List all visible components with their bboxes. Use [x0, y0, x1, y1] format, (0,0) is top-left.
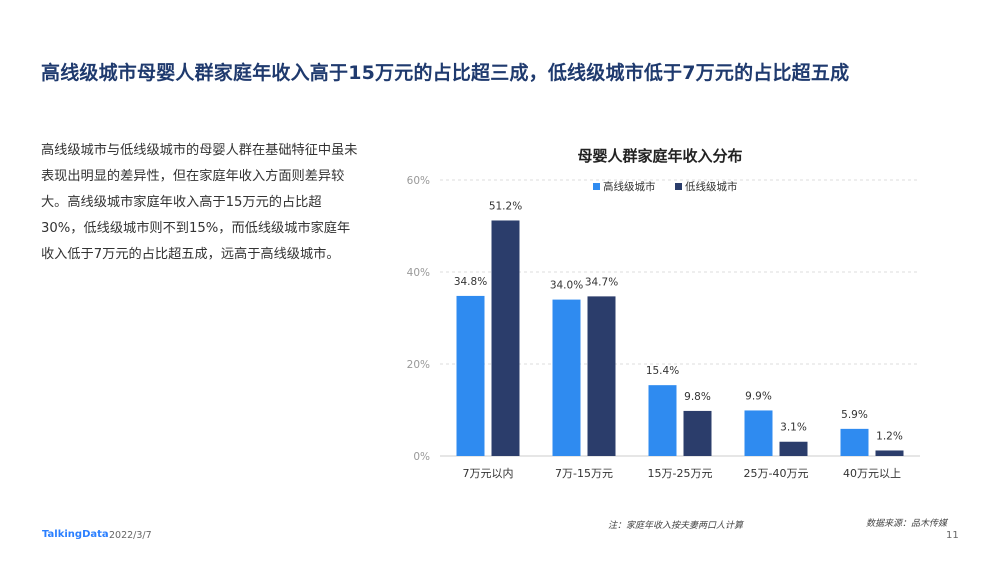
report-date: 2022/3/7 [109, 530, 152, 541]
y-tick-label: 20% [407, 359, 430, 371]
bar-low-tier [875, 450, 904, 456]
legend-swatch-low-tier [675, 183, 682, 190]
y-tick-label: 40% [407, 267, 430, 279]
bar-low-tier [779, 441, 808, 456]
summary-text: 高线级城市与低线级城市的母婴人群在基础特征中虽未表现出明显的差异性，但在家庭年收… [41, 143, 358, 262]
x-tick-label: 40万元以上 [843, 467, 901, 480]
data-label: 1.2% [876, 430, 903, 442]
data-source: 数据来源：品木传媒 [866, 519, 948, 529]
chart-title: 母婴人群家庭年收入分布 [577, 147, 742, 165]
income-bar-chart: 母婴人群家庭年收入分布 高线级城市 低线级城市 0% 20% 40% 60% 34.8… [407, 147, 920, 480]
x-tick-label: 25万-40万元 [744, 467, 809, 480]
x-tick-label: 15万-25万元 [648, 467, 713, 480]
data-label: 9.9% [745, 390, 772, 402]
footnote: 注：家庭年收入按夫妻两口人计算 [608, 521, 744, 531]
page-number: 11 [946, 530, 959, 541]
y-tick-label: 60% [407, 175, 430, 187]
bar-low-tier [491, 220, 520, 456]
page-title: 高线级城市母婴人群家庭年收入高于15万元的占比超三成，低线级城市低于7万元的占比… [41, 62, 850, 84]
data-label: 15.4% [646, 365, 679, 377]
brand-logo: TalkingData [42, 529, 109, 540]
bar-high-tier [456, 295, 485, 456]
legend-label-low-tier: 低线级城市 [685, 180, 738, 193]
bar-high-tier [744, 410, 773, 456]
bar-high-tier [648, 385, 677, 456]
bar-high-tier [840, 428, 869, 456]
legend-label-high-tier: 高线级城市 [603, 180, 656, 193]
x-tick-label: 7万元以内 [463, 466, 514, 480]
legend-swatch-high-tier [593, 183, 600, 190]
bar-high-tier [552, 299, 581, 456]
data-label: 3.1% [780, 422, 807, 434]
bar-low-tier [587, 296, 616, 456]
chart-legend: 高线级城市 低线级城市 [593, 180, 738, 193]
data-label: 5.9% [841, 409, 868, 421]
data-label: 34.7% [585, 276, 618, 288]
data-label: 34.8% [454, 276, 487, 288]
data-label: 9.8% [684, 391, 711, 403]
y-tick-label: 0% [413, 451, 430, 463]
x-tick-label: 7万-15万元 [555, 467, 613, 480]
bar-low-tier [683, 410, 712, 456]
data-label: 51.2% [489, 200, 522, 212]
data-label: 34.0% [550, 280, 583, 292]
income-chart: 母婴人群家庭年收入分布 高线级城市 低线级城市 0% 20% 40% 60% 34.8… [405, 140, 945, 490]
